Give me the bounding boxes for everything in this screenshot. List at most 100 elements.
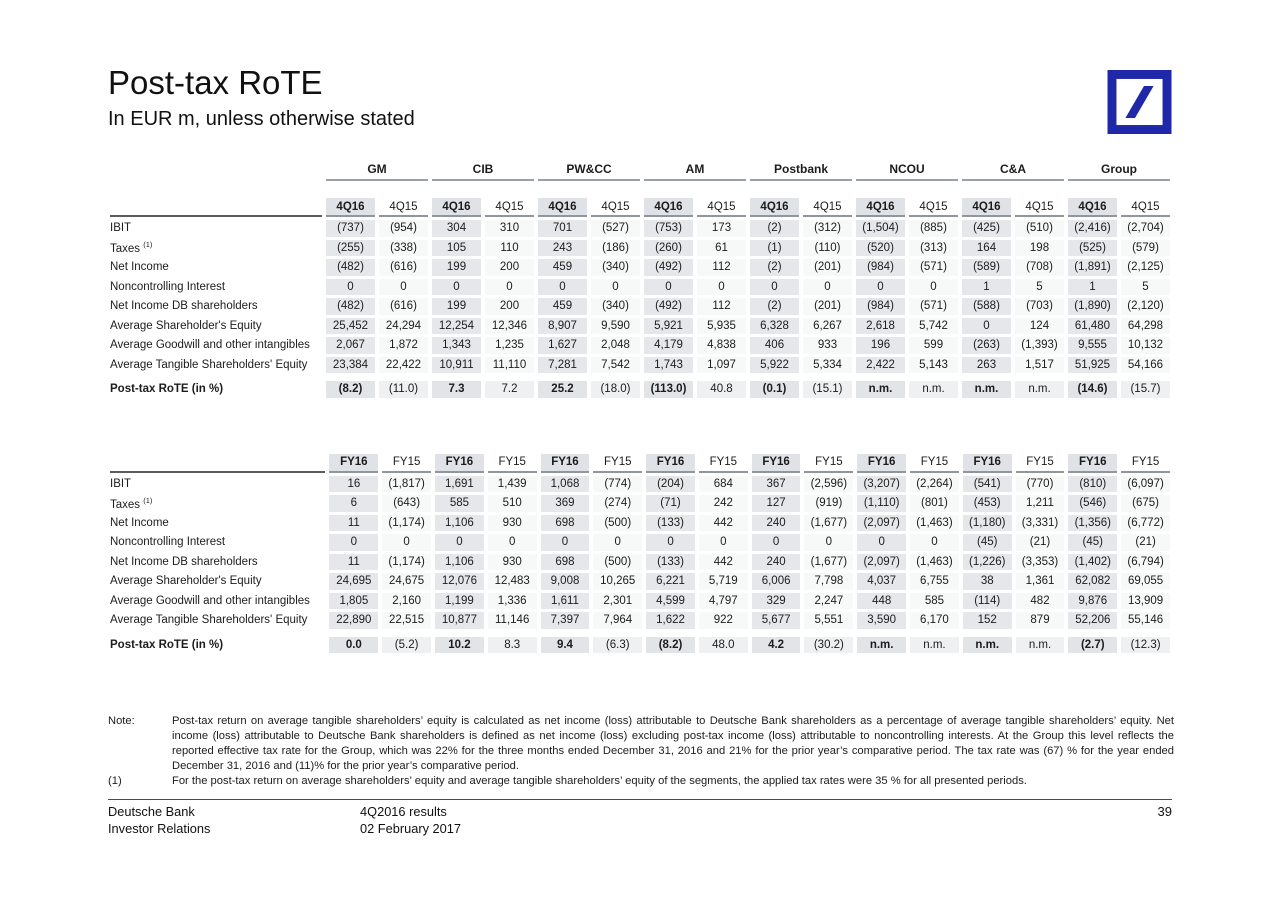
period-header: FY16 [1068, 453, 1118, 473]
table-cell: 482 [1015, 592, 1065, 609]
table-cell: (1,817) [382, 475, 432, 492]
row-label: Average Shareholder's Equity [110, 575, 262, 588]
table-cell: 5,921 [644, 317, 693, 334]
table-cell: 684 [698, 475, 748, 492]
table-cell: 1,872 [379, 337, 428, 354]
table-cell: 12,254 [432, 317, 481, 334]
table-cell: 2,160 [382, 592, 432, 609]
table-cell: 448 [857, 592, 907, 609]
table-cell: 38 [962, 573, 1012, 590]
table-cell: (0.1) [750, 381, 799, 398]
table-cell: (703) [1015, 298, 1064, 315]
table-cell: 240 [751, 553, 801, 570]
period-header: 4Q15 [697, 198, 746, 217]
table-cell: 0 [379, 278, 428, 295]
period-header: FY15 [910, 454, 959, 473]
table-cell: 0 [909, 278, 958, 295]
period-header: FY16 [435, 453, 484, 473]
table-cell: (541) [962, 475, 1012, 492]
table-cell: 0 [329, 534, 379, 551]
table-cell: 9,590 [591, 317, 640, 334]
table-cell: 12,346 [485, 317, 534, 334]
period-header: 4Q16 [856, 198, 905, 217]
table-cell: (110) [803, 239, 852, 256]
table-cell: 69,055 [1121, 573, 1170, 590]
table-cell: 1,439 [487, 475, 537, 492]
period-header: 4Q16 [432, 198, 481, 217]
table-cell: n.m. [1015, 381, 1064, 398]
table-row: IBIT (737) (954) 304 310 701 (527) (753) 173 (2)(… [110, 220, 1170, 237]
table-cell: (1,463) [910, 514, 959, 531]
footer-event-line1: 4Q2016 results [360, 804, 447, 819]
note-text: Post-tax return on average tangible shar… [172, 715, 1174, 772]
row-label: Net Income DB shareholders [110, 300, 258, 313]
table-cell: 1,106 [435, 553, 484, 570]
table-cell: 64,298 [1121, 317, 1170, 334]
table-cell: 310 [485, 220, 534, 237]
table-cell: (984) [856, 259, 905, 276]
table-cell: 2,048 [591, 337, 640, 354]
table-cell: (204) [646, 475, 695, 492]
table-cell: 25,452 [326, 317, 375, 334]
table-cell: 6,328 [750, 317, 799, 334]
full-year-results-table: FY16 FY15 FY16 FY15 FY16 FY15 FY16 FY15 FY16 FY15… [106, 451, 1174, 657]
table-cell: 6,006 [751, 573, 801, 590]
table-cell: (425) [962, 220, 1011, 237]
table-cell: (260) [644, 239, 693, 256]
table-cell: 2,067 [326, 337, 375, 354]
table-cell: (113.0) [644, 381, 693, 398]
table-cell: 7.2 [485, 381, 534, 398]
table-cell: (774) [593, 475, 643, 492]
table-cell: 0 [803, 278, 852, 295]
table-cell: 0 [540, 534, 590, 551]
segment-header: GM [326, 159, 428, 181]
table-cell: 112 [697, 259, 746, 276]
table-cell: 0 [487, 534, 537, 551]
table-row: Taxes (1) 6 (643) 585 510 369 (274) (71) 242 127(… [110, 495, 1170, 512]
table-cell: 16 [329, 475, 379, 492]
table-cell: 9,876 [1068, 592, 1118, 609]
period-header: 4Q15 [379, 198, 428, 217]
row-label: Net Income [110, 516, 169, 529]
table-cell: 0 [593, 534, 643, 551]
table-cell: (338) [379, 239, 428, 256]
table-cell: (1,402) [1068, 553, 1118, 570]
table-cell: (6,097) [1121, 475, 1170, 492]
table-cell: 2,247 [804, 592, 854, 609]
table-cell: n.m. [856, 381, 905, 398]
table-cell: (1,174) [382, 514, 432, 531]
table-cell: 40.8 [697, 381, 746, 398]
table-cell: (1,356) [1068, 514, 1118, 531]
table-cell: 1,622 [646, 612, 695, 629]
table-cell: 5,719 [698, 573, 748, 590]
table-cell: (11.0) [379, 381, 428, 398]
table-cell: 200 [485, 298, 534, 315]
table-cell: (546) [1068, 495, 1118, 512]
table-cell: (2) [750, 220, 799, 237]
table-cell: 7,397 [540, 612, 590, 629]
period-header: 4Q16 [750, 198, 799, 217]
row-label: Average Tangible Shareholders' Equity [110, 358, 308, 371]
table-cell: 7.3 [432, 381, 481, 398]
table-cell: (30.2) [804, 636, 854, 653]
table-cell: (15.7) [1121, 381, 1170, 398]
table-cell: (1) [750, 239, 799, 256]
table-cell: 240 [751, 514, 801, 531]
row-label: Average Shareholder's Equity [110, 319, 262, 332]
table-cell: 22,890 [329, 612, 379, 629]
table-cell: (3,331) [1015, 514, 1065, 531]
table-cell: 12,483 [487, 573, 537, 590]
period-header: 4Q16 [538, 198, 587, 217]
table-cell: 13,909 [1121, 592, 1170, 609]
period-header: FY15 [804, 454, 854, 473]
row-label: Net Income DB shareholders [110, 555, 258, 568]
footer-divider [108, 799, 1172, 800]
table-cell: 2,301 [593, 592, 643, 609]
table-cell: (5.2) [382, 636, 432, 653]
table-cell: 4,838 [697, 337, 746, 354]
table-cell: 585 [910, 592, 959, 609]
table-cell: 12,076 [435, 573, 484, 590]
table-cell: 6,755 [910, 573, 959, 590]
table-cell: 1,336 [487, 592, 537, 609]
table-cell: (589) [962, 259, 1011, 276]
